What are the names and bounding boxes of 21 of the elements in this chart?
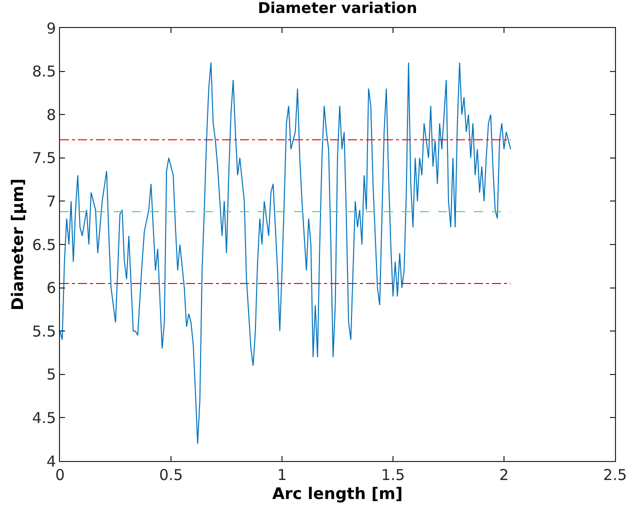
x-axis-title: Arc length [m] <box>272 484 403 503</box>
y-tick-label: 4.5 <box>32 408 56 427</box>
x-tick-label: 1.5 <box>381 466 405 484</box>
y-tick-label: 7.5 <box>32 149 56 168</box>
x-tick-label: 0 <box>55 466 65 484</box>
x-tick-label: 2.5 <box>603 466 627 484</box>
y-tick-label: 6.5 <box>32 236 56 254</box>
y-tick-label: 6 <box>46 279 56 298</box>
y-tick-label: 8 <box>46 106 56 124</box>
y-tick-label: 8.5 <box>32 62 56 81</box>
y-tick-label: 5 <box>46 366 56 384</box>
chart-title: Diameter variation <box>258 0 418 18</box>
y-axis-title: Diameter [µm] <box>8 178 28 311</box>
y-tick-label: 4 <box>46 452 56 470</box>
line-series <box>60 62 512 444</box>
y-tick-label: 9 <box>46 19 56 38</box>
y-tick-label: 5.5 <box>32 322 56 340</box>
y-tick-label: 7 <box>46 192 56 210</box>
x-tick-label: 2 <box>499 466 509 484</box>
x-tick-label: 0.5 <box>159 466 183 484</box>
x-tick-label: 1 <box>277 466 287 484</box>
